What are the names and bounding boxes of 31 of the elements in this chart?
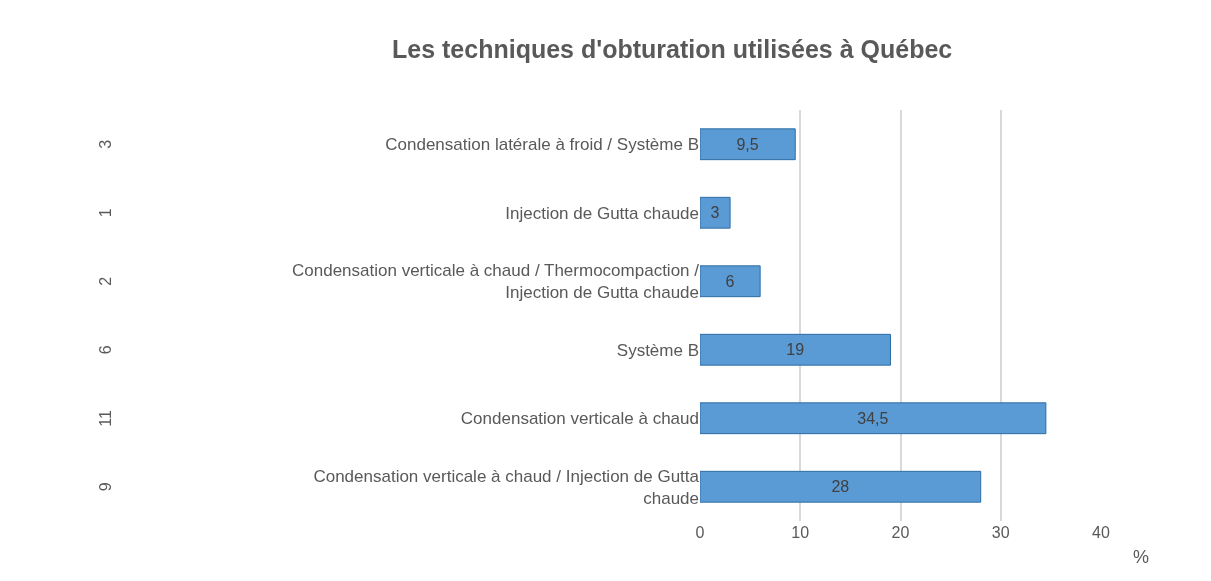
- y-tick-label: Condensation verticale à chaud / Thermocompaction / Injection de Gutta chaude: [292, 261, 700, 303]
- data-label: 34,5: [857, 409, 889, 427]
- text: 3: [97, 139, 115, 149]
- y-tick-label: Système B: [616, 340, 699, 360]
- bar: [700, 470, 982, 503]
- y-tick-label: Condensation verticale à chaud / Injection de Gutta chaude: [313, 466, 700, 508]
- bar: [700, 333, 891, 366]
- data-label: 9,5: [736, 135, 759, 153]
- bar: [700, 128, 796, 161]
- chart-title: Les techniques d'obturation utilisées à Québec: [391, 35, 953, 64]
- y-tick-label: Injection de Gutta chaude: [505, 203, 699, 223]
- x-tick-label: 20: [891, 524, 910, 541]
- x-axis-title: %: [1133, 547, 1150, 567]
- text: 1: [96, 208, 114, 218]
- bar: [700, 196, 731, 229]
- data-label: 6: [725, 272, 735, 290]
- data-label: 19: [786, 341, 805, 359]
- text: 9: [96, 482, 114, 492]
- bar: [700, 402, 1047, 435]
- x-tick-label: 0: [695, 524, 705, 541]
- x-tick-label: 30: [991, 524, 1010, 541]
- x-tick-label: 40: [1092, 524, 1110, 541]
- y-tick-label: Condensation verticale à chaud: [460, 409, 699, 429]
- text: 11: [97, 410, 115, 427]
- text: 2: [97, 276, 115, 286]
- data-label: 28: [831, 478, 850, 496]
- data-label: 3: [710, 204, 720, 222]
- y-tick-label: Condensation latérale à froid / Système B: [385, 135, 699, 155]
- x-tick-label: 10: [791, 524, 810, 541]
- text: 6: [96, 345, 114, 355]
- bar: [700, 265, 761, 298]
